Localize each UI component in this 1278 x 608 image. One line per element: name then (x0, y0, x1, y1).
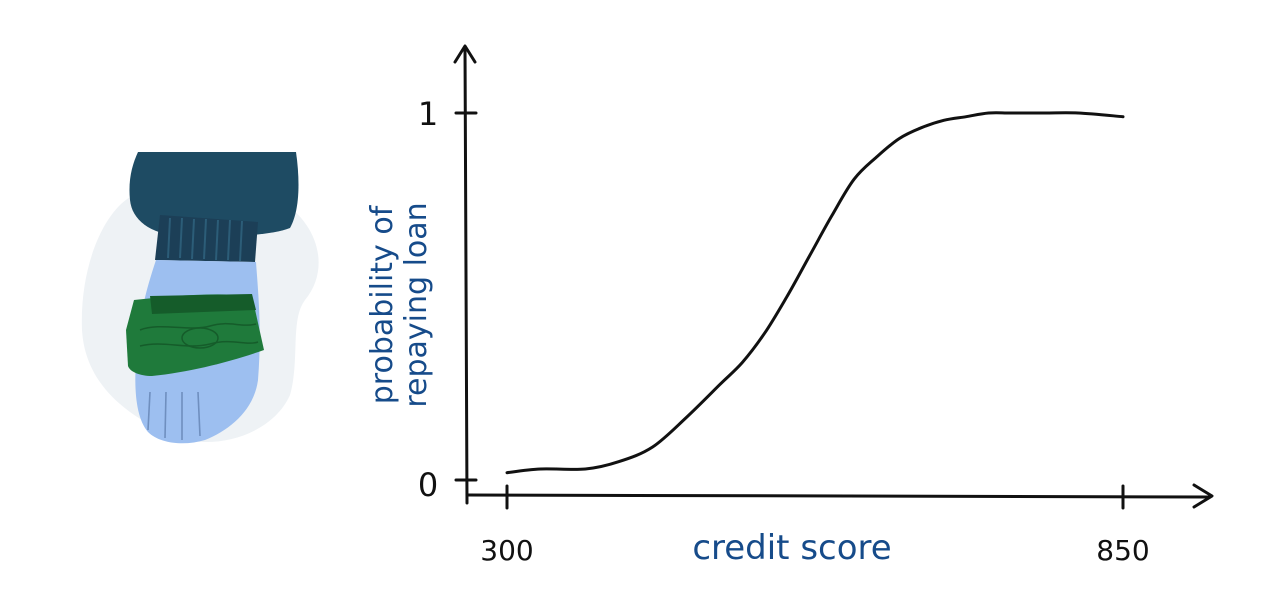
x-tick-label-300: 300 (480, 534, 533, 567)
money-texture (139, 322, 259, 349)
tick-labels: 1 0 300 850 (418, 95, 1150, 567)
x-tick-label-850: 850 (1096, 534, 1149, 567)
x-axis-arrow (1192, 483, 1214, 509)
y-axis-line (463, 46, 469, 505)
money-band (150, 294, 256, 314)
sleeve (129, 152, 299, 237)
axes (453, 44, 1214, 509)
x-axis-line (465, 493, 1212, 499)
y-axis-title: probability of repaying loan (365, 202, 434, 407)
tick-marks (454, 111, 1125, 510)
y-axis-title-line-1: probability of (365, 204, 400, 404)
y-tick-label-1: 1 (418, 95, 438, 133)
cuff-stripes (167, 217, 243, 262)
y-axis-arrow (453, 44, 477, 64)
hand-holding-money-icon (81, 152, 319, 444)
x-axis-title: credit score (692, 528, 891, 568)
finger-lines (147, 391, 201, 440)
y-tick-label-0: 0 (418, 466, 438, 504)
money-stack (126, 294, 264, 376)
logistic-curve-line (505, 111, 1125, 475)
y-axis-title-line-2: repaying loan (399, 202, 434, 407)
